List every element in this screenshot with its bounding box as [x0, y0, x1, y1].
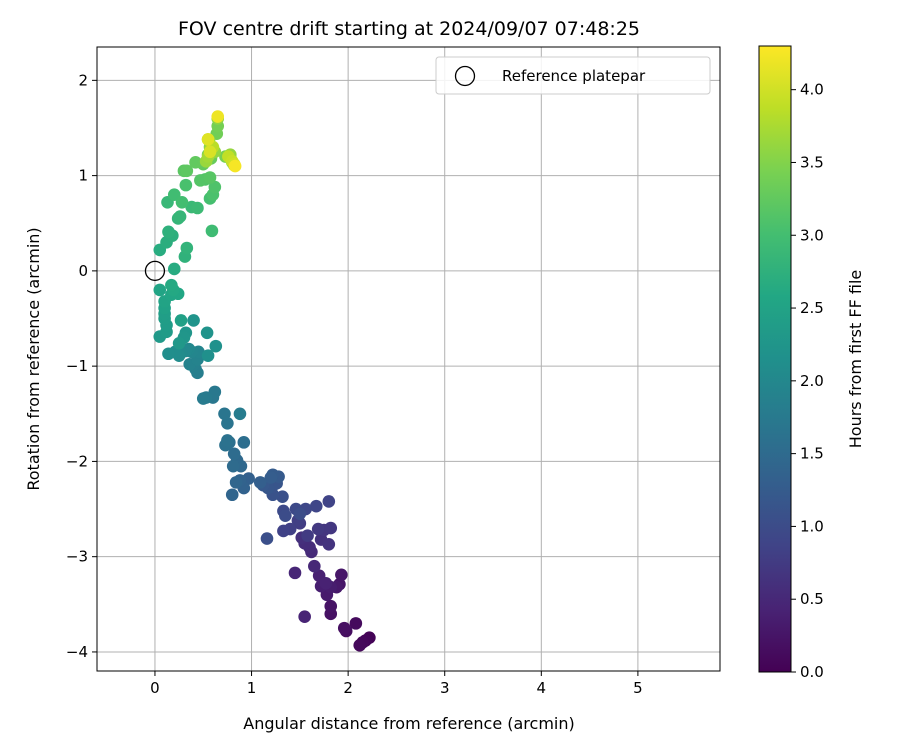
plot-frame	[96, 46, 721, 672]
data-point	[175, 195, 189, 209]
grid-lines	[97, 47, 720, 671]
x-tick-label: 4	[537, 679, 547, 697]
data-point	[203, 145, 217, 159]
data-point	[227, 447, 241, 461]
y-tick-label: −2	[66, 452, 88, 470]
data-point	[167, 188, 181, 201]
x-axis-ticks: 0 1 2 3 4 5	[150, 671, 643, 697]
data-point	[319, 577, 333, 590]
colorbar-tick-label: 0.5	[800, 590, 824, 608]
data-points	[153, 110, 376, 652]
colorbar-tick-label: 4.0	[800, 81, 824, 99]
data-point	[174, 314, 188, 327]
data-point	[225, 488, 239, 502]
data-point	[211, 110, 225, 123]
data-point	[253, 476, 267, 489]
colorbar-ticks: 0.0 0.5 1.0 1.5 2.0 2.5 3.0 3.5 4.0	[791, 81, 824, 681]
data-point	[226, 459, 240, 473]
data-point	[298, 610, 311, 623]
colorbar: 0.0 0.5 1.0 1.5 2.0 2.5 3.0 3.5 4.0 Hours from f…	[758, 45, 865, 681]
colorbar-tick-label: 1.0	[800, 517, 824, 535]
data-point	[165, 278, 178, 292]
x-axis-label: Angular distance from reference (arcmin)	[243, 714, 574, 733]
colorbar-tick-label: 2.0	[800, 372, 824, 390]
colorbar-gradient	[758, 45, 792, 673]
data-point	[180, 164, 194, 178]
x-tick-label: 0	[150, 679, 160, 697]
x-tick-label: 1	[247, 679, 257, 697]
y-tick-label: −3	[66, 548, 88, 566]
data-point	[264, 471, 278, 484]
colorbar-tick-label: 2.5	[800, 299, 824, 317]
data-point	[201, 133, 215, 146]
data-point	[172, 336, 186, 350]
data-point	[233, 407, 247, 421]
data-point	[191, 201, 204, 215]
chart-title: FOV centre drift starting at 2024/09/07 …	[178, 18, 640, 40]
y-tick-label: 0	[78, 262, 88, 280]
data-point	[311, 522, 325, 536]
data-point	[288, 566, 302, 580]
reference-platepar-marker	[144, 260, 166, 282]
data-point	[167, 262, 181, 276]
x-tick-label: 3	[440, 679, 450, 697]
colorbar-tick-label: 3.5	[800, 153, 824, 171]
colorbar-tick-label: 1.5	[800, 445, 824, 463]
data-point	[353, 638, 367, 652]
y-axis-ticks: 2 1 0 −1 −2 −3 −4	[66, 71, 97, 661]
data-point	[162, 347, 175, 361]
y-axis-label: Rotation from reference (arcmin)	[24, 227, 43, 490]
legend-box	[435, 56, 711, 95]
data-point	[201, 349, 215, 362]
data-point	[205, 224, 219, 238]
data-point	[218, 407, 231, 421]
data-point	[180, 241, 194, 255]
data-point	[208, 180, 222, 194]
data-point	[293, 507, 307, 521]
data-point	[324, 521, 338, 535]
colorbar-tick-label: 0.0	[800, 663, 824, 681]
x-tick-label: 2	[343, 679, 353, 697]
data-point	[276, 490, 289, 503]
x-tick-label: 5	[633, 679, 643, 697]
data-point	[237, 436, 251, 449]
data-point	[200, 326, 214, 340]
y-tick-label: 1	[78, 167, 88, 185]
data-point	[349, 617, 363, 630]
y-tick-label: −4	[66, 643, 88, 661]
legend: Reference platepar	[435, 56, 711, 95]
legend-marker	[454, 65, 476, 87]
data-point	[228, 159, 242, 173]
data-point	[324, 599, 338, 613]
data-point	[221, 417, 234, 430]
data-point	[301, 529, 314, 543]
data-point	[196, 392, 210, 405]
data-point	[179, 178, 193, 192]
data-point	[209, 339, 223, 353]
data-point	[279, 509, 292, 523]
colorbar-tick-label: 3.0	[800, 226, 824, 244]
data-point	[162, 225, 175, 239]
data-point	[337, 621, 351, 635]
data-point	[322, 537, 336, 551]
legend-label: Reference platepar	[502, 67, 646, 85]
data-point	[335, 568, 348, 582]
data-point	[277, 524, 290, 538]
data-point	[221, 434, 234, 447]
data-point	[173, 210, 187, 223]
data-point	[203, 171, 217, 184]
data-point	[308, 559, 321, 573]
data-point	[153, 283, 167, 297]
data-point	[229, 476, 243, 489]
data-point	[194, 174, 207, 187]
data-point	[322, 495, 336, 508]
data-point	[187, 314, 200, 327]
y-tick-label: −1	[66, 357, 88, 375]
data-point	[309, 499, 323, 513]
y-tick-label: 2	[78, 71, 88, 89]
data-point	[260, 532, 274, 545]
reference-marker	[144, 260, 166, 282]
colorbar-label: Hours from first FF file	[846, 270, 865, 449]
